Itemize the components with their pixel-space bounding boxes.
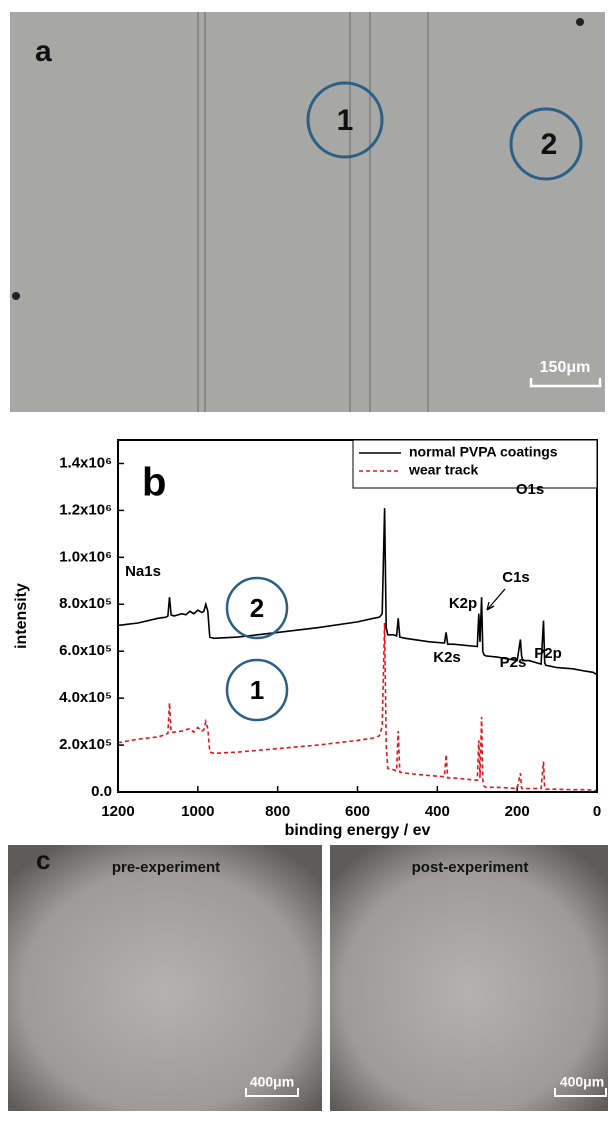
micrograph-pre xyxy=(8,845,322,1111)
x-tick-label: 400 xyxy=(425,803,450,820)
region-circle xyxy=(225,658,289,722)
panel-label: b xyxy=(142,461,166,505)
x-tick-label: 200 xyxy=(505,803,530,820)
scale-bar xyxy=(554,1088,607,1097)
scale-bar xyxy=(245,1088,299,1097)
scale-bar-label: 400μm xyxy=(250,1074,294,1090)
x-axis-label: binding energy / ev xyxy=(285,822,431,839)
region-label: 1 xyxy=(250,675,264,705)
peak-label: K2p xyxy=(449,595,477,612)
region-label: 2 xyxy=(250,593,264,623)
panel-label: a xyxy=(35,35,52,68)
peak-label: O1s xyxy=(516,481,544,498)
region-circle xyxy=(225,576,289,640)
region-label: 2 xyxy=(541,128,558,161)
image-title: post-experiment xyxy=(412,859,529,876)
x-tick-label: 600 xyxy=(345,803,370,820)
image-title: pre-experiment xyxy=(112,859,220,876)
wear-track-lines xyxy=(197,12,429,412)
y-tick-label: 6.0x10⁵ xyxy=(59,642,112,659)
annotation-arrow xyxy=(486,588,506,611)
legend-label: normal PVPA coatings xyxy=(409,444,558,460)
scale-bar xyxy=(529,378,602,388)
peak-label: C1s xyxy=(502,569,530,586)
y-tick-label: 1.2x10⁶ xyxy=(59,501,112,518)
peak-label: Na1s xyxy=(125,563,161,580)
region-label: 1 xyxy=(337,104,354,137)
y-tick-label: 1.4x10⁶ xyxy=(59,454,112,471)
y-tick-label: 1.0x10⁶ xyxy=(59,548,112,565)
x-tick-label: 1000 xyxy=(181,803,214,820)
panel-label: c xyxy=(36,845,50,875)
x-tick-label: 800 xyxy=(265,803,290,820)
scale-bar-label: 150μm xyxy=(540,359,591,376)
x-tick-label: 1200 xyxy=(101,803,134,820)
y-tick-label: 4.0x10⁵ xyxy=(59,689,112,706)
legend-box xyxy=(352,439,598,489)
peak-label: K2s xyxy=(433,649,461,666)
peak-label: P2s xyxy=(500,654,527,671)
peak-label: P2p xyxy=(534,645,562,662)
series-line xyxy=(117,508,598,676)
series-line xyxy=(117,622,598,792)
scale-bar-label: 400μm xyxy=(560,1074,604,1090)
particle xyxy=(576,18,584,26)
x-tick-label: 0 xyxy=(593,803,601,820)
legend-label: wear track xyxy=(408,462,478,478)
region-circle xyxy=(306,81,384,159)
micrograph-post xyxy=(330,845,608,1111)
region-circle xyxy=(509,107,583,181)
particle xyxy=(12,292,20,300)
micrograph-a xyxy=(10,12,605,412)
y-tick-label: 0.0 xyxy=(91,783,112,800)
y-axis-label: intensity xyxy=(13,583,30,649)
y-tick-label: 2.0x10⁵ xyxy=(59,736,112,753)
y-tick-label: 8.0x10⁵ xyxy=(59,595,112,612)
xps-chart: 0.0 2.0x10⁵ 4.0x10⁵ 6.0x10⁵ 8.0x10⁵ 1.0x10⁶ 1.… xyxy=(13,439,601,839)
